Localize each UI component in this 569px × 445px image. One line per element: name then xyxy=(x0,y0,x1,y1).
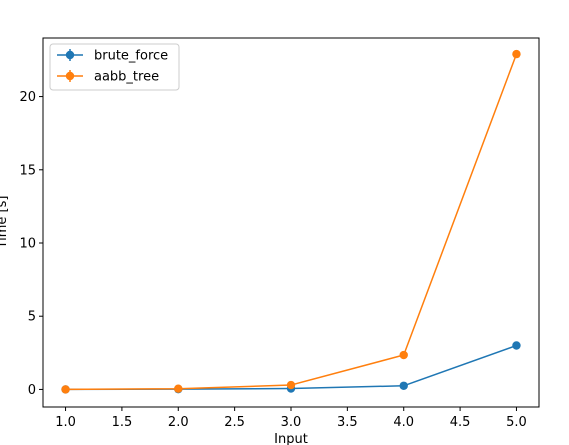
y-tick-label: 10 xyxy=(19,237,36,252)
x-tick-label: 2.0 xyxy=(168,415,189,430)
x-tick-label: 3.0 xyxy=(281,415,302,430)
legend-label: brute_force xyxy=(94,49,168,64)
legend: brute_force aabb_tree xyxy=(49,43,180,91)
data-point xyxy=(399,350,408,360)
y-tick-label: 5 xyxy=(28,310,36,325)
y-tick-label: 15 xyxy=(19,163,36,178)
x-tick-label: 5.0 xyxy=(506,415,527,430)
plot-background xyxy=(43,38,539,407)
plot-frame xyxy=(42,37,540,408)
x-axis-ticks: 1.0 1.5 2.0 2.5 3.0 3.5 4.0 4.5 5.0 xyxy=(55,407,527,430)
data-point xyxy=(512,49,521,59)
x-tick-label: 4.0 xyxy=(393,415,414,430)
x-tick-label: 4.5 xyxy=(450,415,471,430)
data-point xyxy=(399,381,408,390)
y-axis-label: Time [s] xyxy=(0,196,10,250)
data-point xyxy=(286,380,296,390)
y-tick-label: 20 xyxy=(19,90,36,105)
x-tick-label: 1.5 xyxy=(112,415,133,430)
legend-marker xyxy=(65,71,75,81)
data-point xyxy=(61,385,70,394)
x-tick-label: 3.5 xyxy=(337,415,358,430)
legend-marker xyxy=(65,50,75,60)
series-aabb-tree xyxy=(61,49,521,394)
legend-label: aabb_tree xyxy=(94,70,159,85)
data-point xyxy=(174,384,183,393)
legend-item: aabb_tree xyxy=(57,70,159,85)
x-tick-label: 1.0 xyxy=(55,415,76,430)
y-axis-ticks: 0 5 10 15 20 xyxy=(19,90,43,398)
series-layer xyxy=(61,49,521,394)
x-tick-label: 2.5 xyxy=(224,415,245,430)
y-tick-label: 0 xyxy=(28,383,36,398)
x-axis-label: Input xyxy=(274,432,308,445)
legend-item: brute_force xyxy=(57,49,168,64)
data-point xyxy=(512,341,521,350)
